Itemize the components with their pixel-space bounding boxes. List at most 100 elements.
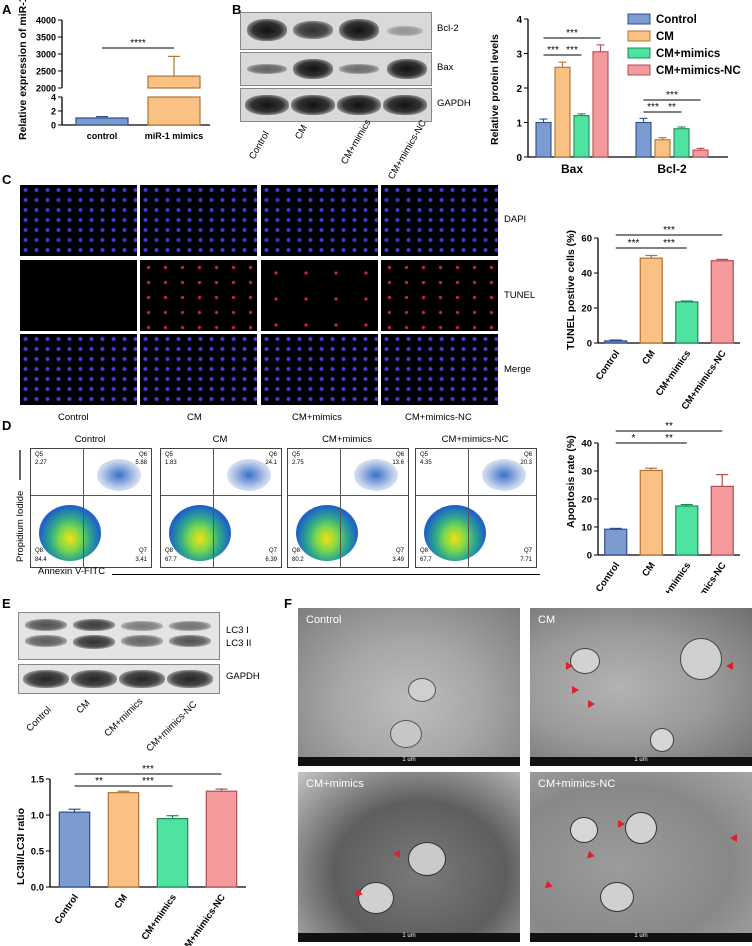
arrow-icon <box>393 850 400 858</box>
blot-gapdh-e <box>18 664 220 694</box>
em-label: CM+mimics <box>306 778 364 790</box>
bar <box>592 51 609 158</box>
blot-e-lanes: Control CM CM+mimics CM+mimics-NC <box>24 696 199 754</box>
bar <box>205 790 238 888</box>
scale-bar-label: 1 um <box>634 757 648 763</box>
flow-y-axis-label: Propidium Iodide <box>15 491 26 562</box>
quadrant-v7: 6.39 <box>265 557 277 563</box>
y-tick-label: 40 <box>581 439 592 450</box>
col-label-c: CM+mimics-NC <box>405 412 472 423</box>
x-tick-label: Bax <box>561 162 583 176</box>
x-tick-label: CM <box>112 892 130 910</box>
bar <box>675 301 699 344</box>
bar <box>535 121 552 158</box>
y-tick-label: 0.5 <box>31 847 45 858</box>
significance-label: **** <box>130 38 146 49</box>
x-tick-label: CM <box>640 560 658 578</box>
quadrant-q6: Q6 <box>523 452 532 458</box>
y-tick-label: 10 <box>581 523 592 534</box>
micrograph-tunel <box>381 260 498 331</box>
em-label: CM+mimics-NC <box>538 778 616 790</box>
micrograph-dapi <box>140 185 257 256</box>
significance-label: ** <box>665 421 673 432</box>
col-label-c: CM <box>187 412 202 423</box>
flow-x-axis-label: Annexin V-FITC <box>38 566 106 577</box>
y-tick-label: 4000 <box>36 16 56 26</box>
blot-label-lc3i: LC3 I <box>226 625 249 636</box>
y-tick-label: 2500 <box>36 67 56 77</box>
em-image-cm-mimics: CM+mimics 1 um <box>298 772 520 942</box>
significance-label: *** <box>547 45 559 56</box>
lane-label: Control <box>247 129 272 161</box>
y-tick-label: 60 <box>581 234 592 245</box>
em-image-control: Control 1 um <box>298 608 520 766</box>
y-tick-label: 0.0 <box>31 883 44 894</box>
x-tick-label: miR-1 mimics <box>145 131 204 141</box>
quadrant-v5: 4.35 <box>420 460 432 466</box>
quadrant-q8: Q8 <box>165 548 174 554</box>
bar <box>675 505 699 556</box>
panel-label-b: B <box>232 2 242 17</box>
bar <box>673 128 690 158</box>
lane-label: CM+mimics-NC <box>386 120 429 182</box>
chart-c: TUNEL postive cells (%) 0 20 40 60 Control CM… <box>565 225 740 410</box>
y-tick-label: 3000 <box>36 50 56 60</box>
arrow-icon <box>618 820 625 828</box>
legend-swatch <box>627 30 651 42</box>
bar <box>710 485 734 556</box>
y-tick-label: 0 <box>587 339 592 350</box>
y-tick-label: 3500 <box>36 33 56 43</box>
y-tick-label: 0 <box>587 551 592 562</box>
scale-bar-label: 1 um <box>402 757 416 763</box>
x-tick-label: Control <box>594 560 622 593</box>
quadrant-v6: 13.6 <box>392 460 404 466</box>
significance-label: ** <box>95 776 103 787</box>
lane-label: CM+mimics <box>339 120 374 167</box>
panel-label-e: E <box>2 596 11 611</box>
blot-label-gapdh-e: GAPDH <box>226 671 260 682</box>
y-tick-label: 30 <box>581 467 592 478</box>
y-tick-label: 4 <box>516 15 522 26</box>
x-tick-label: control <box>87 131 118 141</box>
bar <box>147 96 201 126</box>
legend-swatch <box>627 64 651 76</box>
quadrant-v7: 3.41 <box>135 557 147 563</box>
significance-label: *** <box>647 102 659 113</box>
quadrant-q5: Q5 <box>35 452 44 458</box>
legend-label: CM+mimics <box>656 48 720 60</box>
lane-label: CM <box>74 698 92 716</box>
bar <box>58 811 91 888</box>
y-tick-label: 1.5 <box>31 775 45 786</box>
arrow-icon <box>584 850 595 862</box>
x-tick-label: CM+mimics <box>654 348 693 398</box>
bar <box>107 792 140 888</box>
lane-label: CM+mimics-NC <box>144 699 199 754</box>
significance-label: *** <box>666 90 678 101</box>
blot-label-bcl2: Bcl-2 <box>437 23 459 34</box>
bar <box>639 469 663 556</box>
em-image-cm-mimics-nc: CM+mimics-NC 1 um <box>530 772 752 942</box>
col-label-c: CM+mimics <box>292 412 342 423</box>
chart-d-ylabel: Apoptosis rate (%) <box>565 435 577 528</box>
bar <box>692 149 709 158</box>
y-tick-label: 1 <box>516 119 522 130</box>
y-tick-label: 20 <box>581 495 592 506</box>
quadrant-v7: 3.49 <box>392 557 404 563</box>
quadrant-q5: Q5 <box>165 452 174 458</box>
legend-label: CM+mimics-NC <box>656 65 741 77</box>
bar <box>639 257 663 344</box>
panel-label-a: A <box>2 2 12 17</box>
panel-label-d: D <box>2 418 12 433</box>
x-tick-label: CM+mimics <box>140 892 179 942</box>
flow-plot: Q5 4.35 Q6 20.3 Q8 67.7 Q7 7.71 <box>415 448 537 568</box>
significance-label: *** <box>142 776 154 787</box>
quadrant-v6: 24.1 <box>265 460 277 466</box>
micrograph-dapi <box>381 185 498 256</box>
scale-bar-label: 1 um <box>634 933 648 939</box>
panel-label-c: C <box>2 172 12 187</box>
chart-b-ylabel: Relative protein levels <box>489 34 501 145</box>
flow-column-label: Control <box>74 434 106 445</box>
blot-bcl2 <box>240 12 432 50</box>
bar <box>75 117 129 126</box>
